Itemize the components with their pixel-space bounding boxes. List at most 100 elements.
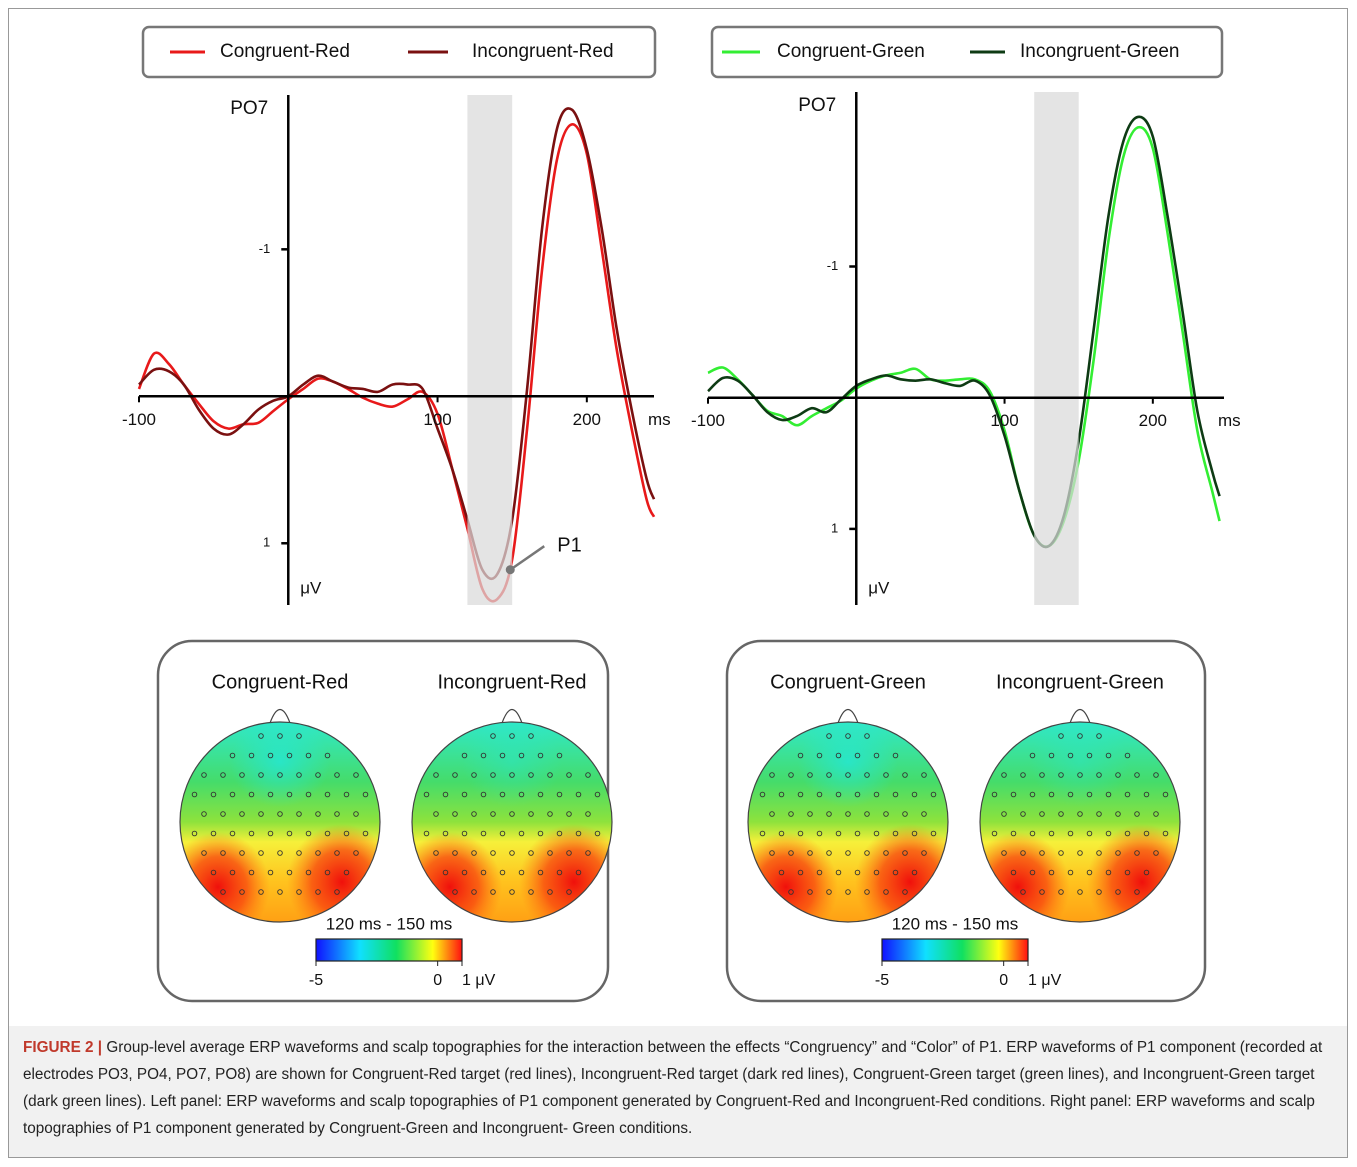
electrode xyxy=(911,869,918,876)
electrode xyxy=(1124,830,1131,837)
electrode xyxy=(594,830,601,837)
electrode xyxy=(305,752,312,759)
electrode xyxy=(1048,752,1055,759)
electrode xyxy=(362,830,369,837)
electrode xyxy=(1115,850,1121,856)
electrode xyxy=(911,830,918,837)
electrode xyxy=(1020,889,1026,895)
legend-label: Incongruent-Red xyxy=(472,41,614,62)
scalp-cool xyxy=(798,722,898,807)
electrode xyxy=(797,830,804,837)
scalp-cool xyxy=(1030,722,1130,807)
electrode xyxy=(518,869,525,876)
electrode xyxy=(547,889,553,895)
electrode xyxy=(509,772,515,778)
electrode xyxy=(461,791,468,798)
electrode xyxy=(1096,889,1102,895)
electrode xyxy=(296,889,302,895)
electrode xyxy=(921,811,927,817)
electrode xyxy=(296,850,302,856)
electrode xyxy=(480,830,487,837)
colorbar-title: 120 ms - 150 ms xyxy=(892,914,1019,933)
electrode xyxy=(902,772,908,778)
nose xyxy=(501,708,523,724)
nose xyxy=(837,708,859,724)
topo-title: Incongruent-Red xyxy=(438,671,587,693)
highlight-window xyxy=(1034,92,1079,605)
electrode xyxy=(778,830,785,837)
electrode xyxy=(1039,889,1045,895)
electrode xyxy=(518,791,525,798)
electrode xyxy=(1077,811,1083,817)
electrode xyxy=(864,889,870,895)
electrode xyxy=(835,791,842,798)
electrode xyxy=(1115,811,1121,817)
electrode xyxy=(537,752,544,759)
x-tick-label: 100 xyxy=(990,411,1018,430)
electrode xyxy=(778,791,785,798)
x-tick-label: 200 xyxy=(573,410,601,429)
electrode xyxy=(1039,850,1045,856)
electrode xyxy=(1105,791,1112,798)
electrode xyxy=(1096,772,1102,778)
electrode xyxy=(566,889,572,895)
electrode xyxy=(1134,850,1140,856)
electrode xyxy=(343,830,350,837)
electrode xyxy=(537,791,544,798)
electrode xyxy=(835,869,842,876)
electrode xyxy=(1067,830,1074,837)
scalp-cool xyxy=(230,722,330,807)
electrode xyxy=(1162,830,1169,837)
electrode xyxy=(499,830,506,837)
y-tick-label: -1 xyxy=(259,241,271,256)
electrode xyxy=(1162,791,1169,798)
electrode xyxy=(353,811,359,817)
electrode xyxy=(480,869,487,876)
electrode xyxy=(248,791,255,798)
electrode xyxy=(452,850,458,856)
electrode xyxy=(471,811,477,817)
electrode xyxy=(201,850,207,856)
figure: Congruent-Red Incongruent-Red-100 100 200-1… xyxy=(122,25,1241,1003)
electrode xyxy=(892,830,899,837)
electrode xyxy=(277,772,283,778)
electrode xyxy=(845,850,851,856)
scalp-outline xyxy=(179,721,381,923)
caption: FIGURE 2 | Group-level average ERP wavef… xyxy=(9,1026,1347,1157)
electrode xyxy=(547,811,553,817)
annotation-label: P1 xyxy=(557,534,581,556)
electrode xyxy=(362,791,369,798)
electrode xyxy=(1058,889,1064,895)
electrode xyxy=(1001,850,1007,856)
annotation-leader xyxy=(509,545,545,571)
electrode xyxy=(911,791,918,798)
electrode xyxy=(315,772,321,778)
electrode xyxy=(210,791,217,798)
electrode xyxy=(324,869,331,876)
electrode xyxy=(452,811,458,817)
electrode xyxy=(835,752,842,759)
x-unit-label: ms xyxy=(1218,411,1241,430)
electrode xyxy=(585,772,591,778)
electrode xyxy=(490,733,496,739)
electrode xyxy=(1153,850,1159,856)
scalp-map xyxy=(180,722,380,922)
x-tick-label: 200 xyxy=(1139,411,1167,430)
electrode xyxy=(1001,811,1007,817)
electrode xyxy=(585,811,591,817)
electrode xyxy=(286,830,293,837)
colorbar xyxy=(315,938,463,962)
electrode xyxy=(315,850,321,856)
electrode xyxy=(305,791,312,798)
electrode xyxy=(191,830,198,837)
electrode xyxy=(324,830,331,837)
electrode xyxy=(334,889,340,895)
electrode xyxy=(248,869,255,876)
electrode xyxy=(1077,889,1083,895)
electrode xyxy=(1020,772,1026,778)
electrode xyxy=(528,811,534,817)
electrode xyxy=(854,869,861,876)
electrode xyxy=(1105,830,1112,837)
electrode xyxy=(788,772,794,778)
